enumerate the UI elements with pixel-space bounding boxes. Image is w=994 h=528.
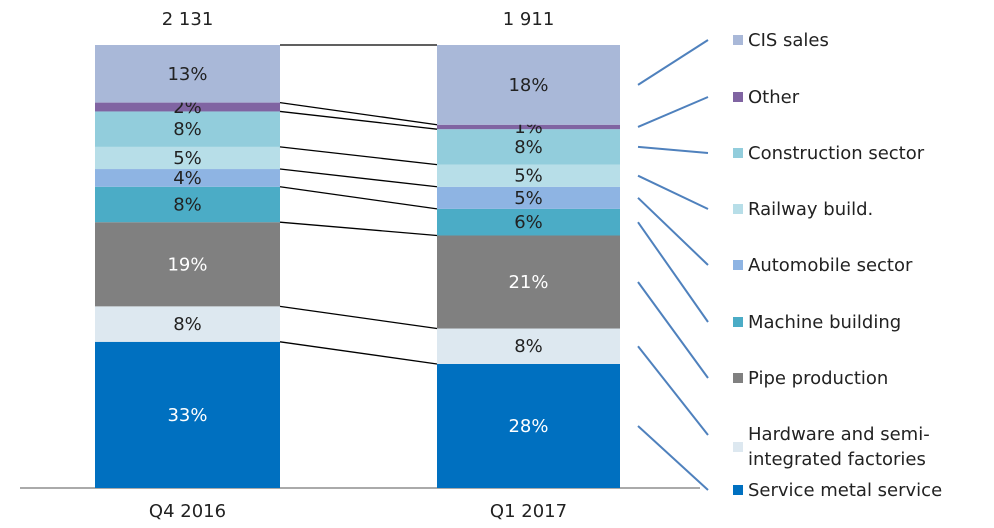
bar-segment <box>95 146 280 170</box>
legend-label: Other <box>748 86 800 108</box>
bar-segment <box>437 186 620 209</box>
bar-segment <box>437 129 620 165</box>
value-label: 33% <box>167 405 207 426</box>
connector-line <box>279 101 438 126</box>
legend-label: Machine building <box>748 311 902 333</box>
bar-segment <box>437 235 620 329</box>
leader-line <box>637 96 709 128</box>
bar-segment <box>437 328 620 364</box>
bar-segment <box>437 124 620 130</box>
legend-label: Pipe production <box>748 367 889 389</box>
total-label: 2 131 <box>162 9 214 30</box>
legend-label: Construction sector <box>748 142 925 164</box>
value-label: 28% <box>508 416 548 437</box>
bar-segment <box>95 341 280 488</box>
bar-segment <box>95 306 280 342</box>
value-label: 6% <box>514 212 543 233</box>
legend-label: Service metal service <box>748 479 943 501</box>
total-label: 1 911 <box>503 9 555 30</box>
connector-line <box>279 341 438 365</box>
value-label: 21% <box>508 272 548 293</box>
legend-swatch <box>733 260 743 270</box>
legend-label: Hardware and semi-integrated factories <box>748 424 930 470</box>
leader-line <box>637 281 709 379</box>
x-tick-label: Q4 2016 <box>149 501 226 522</box>
bar-segment <box>437 208 620 236</box>
value-label: 8% <box>514 336 543 357</box>
leader-line <box>637 174 709 210</box>
legend-swatch <box>733 373 743 383</box>
legend-swatch <box>733 317 743 327</box>
connector-line <box>279 305 438 330</box>
leader-line <box>637 221 709 323</box>
value-label: 5% <box>514 188 543 209</box>
bar-segment <box>95 186 280 223</box>
value-label: 18% <box>508 75 548 96</box>
value-label: 8% <box>173 314 202 335</box>
bar-segment <box>437 45 620 125</box>
leader-line <box>637 197 709 266</box>
legend-label: Automobile sector <box>748 254 913 276</box>
value-label: 5% <box>514 166 543 187</box>
value-label: 13% <box>167 64 207 85</box>
connector-line <box>279 221 438 237</box>
legend-label: Railway build. <box>748 198 874 220</box>
legend-swatch <box>733 35 743 45</box>
bar-segment <box>95 111 280 147</box>
bar-segment <box>95 222 280 307</box>
connector-line <box>279 186 438 210</box>
value-label: 8% <box>173 194 202 215</box>
legend-label: CIS sales <box>748 29 829 51</box>
connector-line <box>279 168 438 188</box>
value-label: 5% <box>173 148 202 169</box>
leader-line <box>637 39 709 86</box>
leader-line <box>637 345 709 436</box>
bar-segment <box>437 164 620 187</box>
legend-swatch <box>733 442 743 452</box>
connector-line <box>279 110 438 130</box>
legend-swatch <box>733 92 743 102</box>
value-label: 4% <box>173 168 202 189</box>
bar-segment <box>95 45 280 103</box>
bar-segment <box>437 363 620 488</box>
bar-segment <box>95 169 280 187</box>
value-label: 8% <box>514 137 543 158</box>
value-label: 8% <box>173 119 202 140</box>
bar-segment <box>95 102 280 112</box>
legend-swatch <box>733 148 743 158</box>
connector-line <box>279 146 438 166</box>
legend-swatch <box>733 485 743 495</box>
legend-swatch <box>733 204 743 214</box>
x-tick-label: Q1 2017 <box>490 501 567 522</box>
leader-line <box>637 425 709 491</box>
value-label: 19% <box>167 254 207 275</box>
leader-line <box>637 145 709 154</box>
